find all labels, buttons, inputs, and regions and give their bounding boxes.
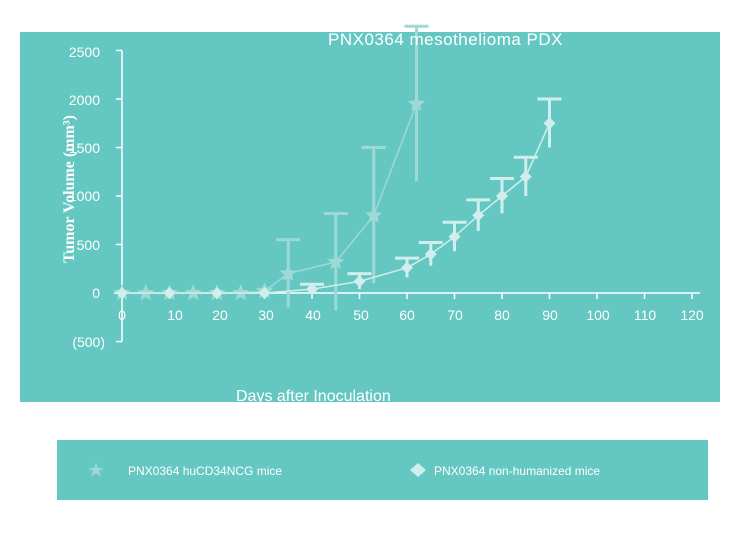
- legend-background-right: [400, 440, 708, 500]
- y-tick: 0: [92, 285, 100, 301]
- x-tick: 60: [399, 307, 415, 323]
- chart-title: PNX0364 mesothelioma PDX: [328, 30, 564, 49]
- star-marker-icon: [88, 463, 104, 477]
- x-tick: 10: [167, 307, 183, 323]
- x-tick: 80: [494, 307, 510, 323]
- legend-item-non-humanized: PNX0364 non-humanized mice: [434, 464, 601, 478]
- x-tick: 40: [305, 307, 321, 323]
- x-tick: 100: [586, 307, 610, 323]
- x-tick: 110: [633, 307, 657, 323]
- y-tick: (500): [72, 334, 105, 350]
- y-tick: 2500: [68, 44, 100, 60]
- x-tick: 30: [258, 307, 274, 323]
- x-tick: 20: [212, 307, 228, 323]
- y-tick: 2000: [68, 92, 100, 108]
- y-tick: 1000: [68, 188, 100, 204]
- x-tick: 120: [680, 307, 704, 323]
- x-axis-label: Days after Inoculation: [236, 388, 391, 405]
- x-tick: 70: [447, 307, 463, 323]
- x-tick: 50: [353, 307, 369, 323]
- x-tick: 90: [542, 307, 558, 323]
- y-tick: 500: [76, 237, 100, 253]
- diamond-marker-icon: [410, 463, 426, 477]
- y-tick: 1500: [68, 140, 100, 156]
- x-tick: 0: [118, 307, 126, 323]
- legend-item-hucd34: PNX0364 huCD34NCG mice: [128, 464, 283, 478]
